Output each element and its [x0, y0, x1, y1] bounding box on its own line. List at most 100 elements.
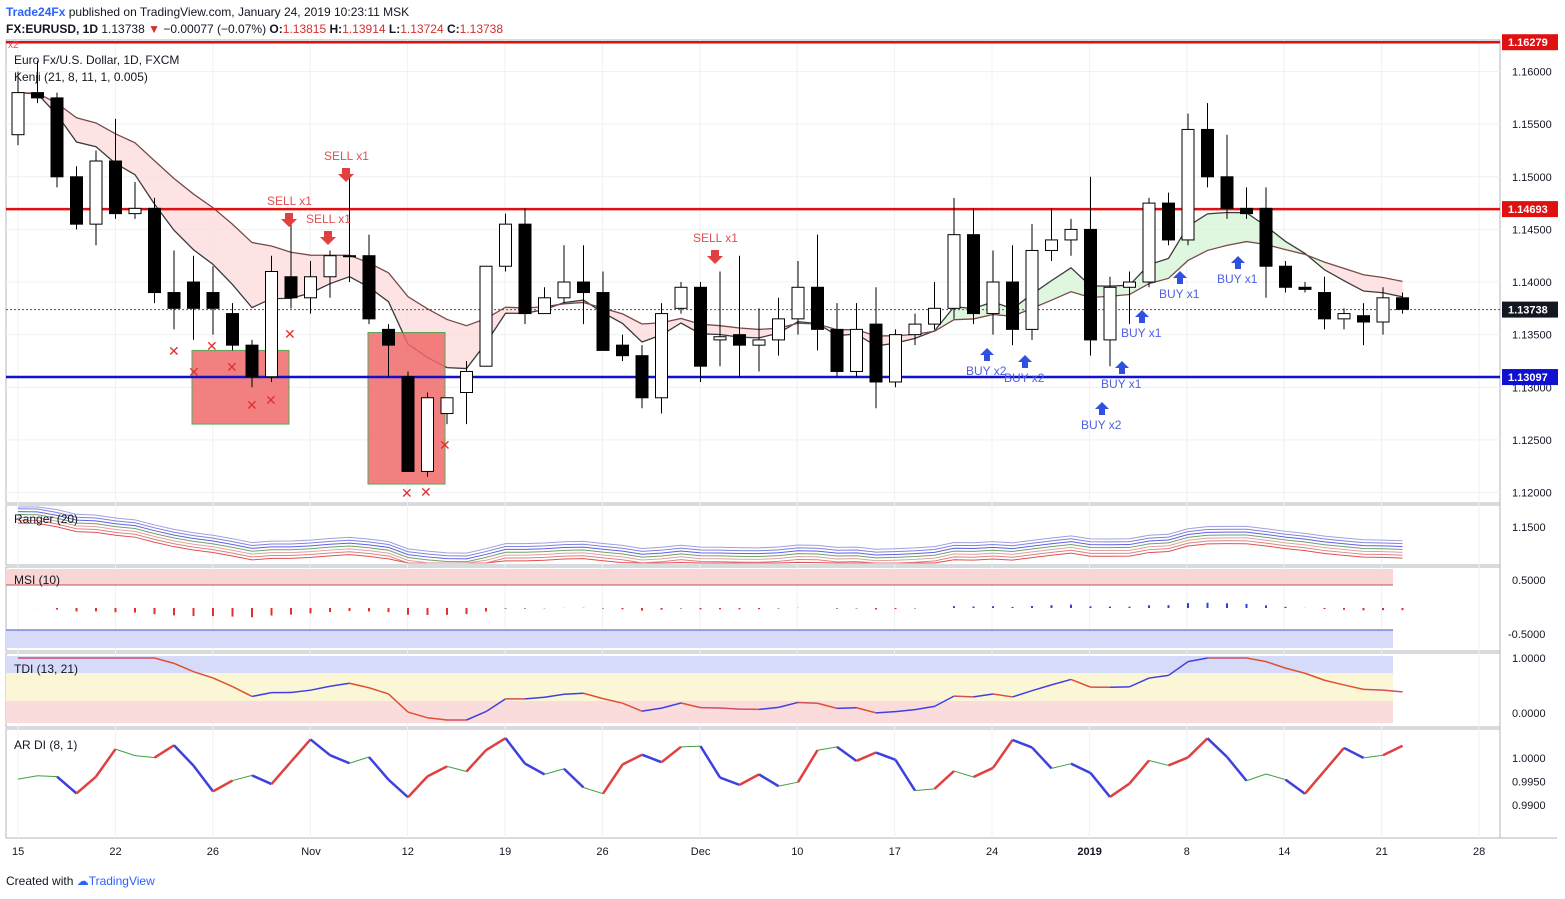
price-tick: 1.13000 — [1512, 382, 1552, 394]
ardi-line-segment — [758, 773, 780, 788]
time-tick: 10 — [791, 846, 803, 858]
sell-signal-label: SELL x1 — [324, 149, 369, 163]
low-label: L: — [388, 22, 401, 36]
tdi-line-segment — [875, 710, 896, 714]
brand-link[interactable]: Trade24Fx — [6, 5, 66, 19]
kenji-cloud-segment — [1207, 212, 1227, 251]
tdi-line-segment — [427, 717, 448, 721]
price-tag — [1502, 369, 1558, 386]
ardi-line-segment — [153, 744, 175, 759]
tdi-line-segment — [583, 692, 604, 700]
symbol-label: FX:EURUSD, 1D — [6, 22, 99, 36]
time-tick: 21 — [1376, 846, 1388, 858]
tdi-line-segment — [797, 701, 818, 705]
time-tick: 22 — [109, 846, 121, 858]
tdi-line-segment — [173, 662, 194, 673]
ardi-line-segment — [465, 749, 487, 773]
ardi-line-segment — [933, 770, 955, 790]
candle-body — [1123, 281, 1136, 288]
ardi-line-segment — [1382, 744, 1404, 757]
cross-marker-icon: ✕ — [206, 339, 218, 355]
ardi-line-segment — [699, 745, 722, 779]
tdi-line-segment — [661, 702, 682, 709]
buy-signal-label: BUY x1 — [1121, 326, 1162, 340]
candle-body — [772, 318, 785, 341]
time-tick: 15 — [12, 846, 24, 858]
high-label: H: — [329, 22, 343, 36]
msi-upper-band — [6, 569, 1393, 585]
time-tick: 17 — [889, 846, 901, 858]
ardi-line-segment — [1265, 773, 1286, 781]
kenji-indicator-label[interactable]: Kenji (21, 8, 11, 1, 0.005) — [14, 70, 148, 84]
cross-marker-icon: ✕ — [226, 360, 238, 376]
buy-arrow-icon — [1018, 355, 1032, 368]
sell-signal-label: SELL x1 — [306, 212, 351, 226]
ardi-line-segment — [544, 768, 565, 775]
msi-tick: 0.5000 — [1512, 575, 1546, 587]
footer: Created with ☁TradingView — [6, 874, 155, 888]
ranger-line — [17, 519, 1403, 564]
buy-arrow-icon — [1173, 271, 1187, 284]
tdi-line-segment — [1324, 679, 1345, 686]
candle-body — [635, 355, 649, 399]
ardi-line-segment — [290, 738, 312, 763]
candle-body — [304, 276, 317, 299]
time-tick: Nov — [301, 846, 321, 858]
msi-lower-band — [6, 630, 1393, 648]
ardi-line-segment — [485, 737, 507, 752]
buy-signal-label: BUY x1 — [1217, 272, 1258, 286]
ardi-line-segment — [115, 748, 136, 757]
candle-body — [109, 160, 122, 215]
ardi-line-segment — [75, 775, 97, 795]
price-tag — [1502, 301, 1558, 318]
tdi-line-segment — [1382, 689, 1403, 693]
ardi-line-segment — [1089, 772, 1111, 798]
tdi-line-segment — [641, 707, 662, 712]
time-tick: 26 — [596, 846, 608, 858]
price-tick: 1.15000 — [1512, 172, 1552, 184]
ardi-line-segment — [680, 745, 701, 748]
candle-body — [518, 223, 532, 315]
ardi-line-segment — [817, 746, 838, 751]
candle-body — [226, 313, 239, 346]
buy-arrow-icon — [1115, 361, 1129, 374]
kenji-cloud-segment — [232, 224, 252, 308]
ardi-line-segment — [446, 765, 467, 772]
candle-body — [1298, 286, 1312, 290]
candle-body — [1084, 228, 1097, 341]
sell-arrow-icon — [281, 213, 297, 227]
candle-body — [1201, 128, 1214, 178]
corner-signal: x2 — [8, 40, 19, 51]
price-tag-label: 1.13097 — [1508, 372, 1548, 384]
kenji-cloud-segment — [213, 207, 233, 285]
ardi-line-segment — [875, 751, 896, 761]
kenji-cloud-segment — [388, 272, 408, 345]
tdi-line-segment — [1012, 689, 1033, 698]
price-tag — [1502, 34, 1558, 51]
kenji-slow-line — [17, 91, 1403, 337]
buy-arrow-icon — [1135, 310, 1149, 323]
tdi-line-segment — [387, 693, 409, 713]
ardi-label[interactable]: AR DI (8, 1) — [14, 738, 78, 752]
ardi-tick: 1.0000 — [1512, 753, 1546, 765]
ardi-line-segment — [1031, 746, 1053, 770]
msi-label[interactable]: MSI (10) — [14, 573, 61, 587]
tdi-line-segment — [154, 657, 175, 665]
time-tick: 28 — [1473, 846, 1485, 858]
candle-body — [1357, 315, 1370, 323]
candle-body — [1025, 249, 1039, 330]
candle-body — [616, 344, 629, 357]
candle-body — [1396, 297, 1409, 310]
tdi-line-segment — [1265, 660, 1286, 669]
candle-body — [148, 207, 161, 294]
tradingview-logo[interactable]: ☁TradingView — [76, 874, 155, 888]
tdi-label[interactable]: TDI (13, 21) — [14, 662, 79, 676]
ardi-line-segment — [1363, 754, 1384, 759]
candle-body — [323, 255, 337, 278]
ranger-label[interactable]: Ranger (20) — [14, 512, 79, 526]
candle-body — [1240, 207, 1253, 215]
ardi-line-segment — [972, 766, 994, 779]
candle-body — [947, 234, 961, 309]
kenji-cloud-segment — [622, 313, 642, 343]
time-tick: Dec — [691, 846, 711, 858]
